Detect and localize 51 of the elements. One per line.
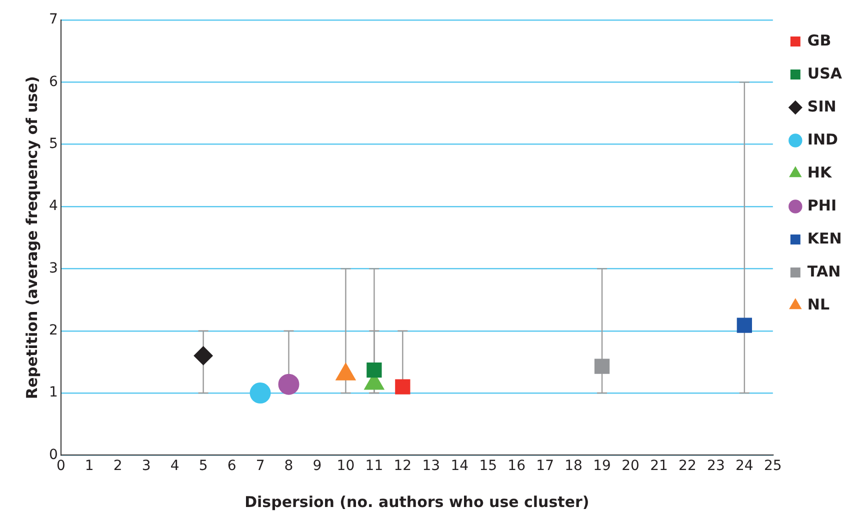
x-tick-label: 20 bbox=[622, 458, 640, 474]
point bbox=[250, 382, 271, 404]
x-tick-label: 6 bbox=[227, 458, 236, 474]
y-tick-label: 2 bbox=[48, 322, 58, 338]
x-tick-label: 9 bbox=[312, 458, 322, 474]
legend-label: KEN bbox=[807, 229, 842, 248]
x-tick-label: 25 bbox=[764, 458, 782, 474]
y-tick-label: 4 bbox=[48, 198, 58, 214]
point bbox=[594, 358, 610, 374]
x-tick-label: 5 bbox=[198, 458, 208, 474]
x-tick-label: 1 bbox=[84, 458, 94, 474]
point bbox=[366, 362, 382, 378]
legend-label: TAN bbox=[807, 262, 841, 280]
legend-label: PHI bbox=[807, 196, 837, 214]
x-tick-label: 23 bbox=[707, 458, 725, 474]
x-tick-label: 18 bbox=[564, 458, 582, 474]
y-tick-label: 5 bbox=[48, 136, 58, 152]
y-axis-title: Repetition (average frequency of use) bbox=[22, 76, 41, 400]
x-tick-label: 19 bbox=[593, 458, 611, 474]
x-tick-label: 17 bbox=[536, 458, 554, 474]
x-tick-label: 16 bbox=[508, 458, 526, 474]
y-tick-label: 0 bbox=[48, 446, 58, 463]
x-tick-label: 2 bbox=[113, 458, 122, 474]
point bbox=[278, 374, 300, 395]
x-tick-label: 8 bbox=[284, 458, 294, 474]
legend-label: NL bbox=[807, 295, 830, 314]
legend-label: SIN bbox=[807, 97, 836, 116]
legend-label: USA bbox=[807, 64, 842, 82]
x-tick-label: 12 bbox=[394, 458, 412, 474]
y-tick-label: 1 bbox=[48, 384, 58, 401]
x-tick-label: 11 bbox=[365, 458, 384, 474]
x-tick-label: 22 bbox=[678, 458, 696, 474]
point bbox=[194, 346, 213, 366]
x-tick-label: 4 bbox=[170, 458, 180, 474]
legend-label: HK bbox=[807, 163, 833, 182]
point bbox=[395, 379, 410, 394]
legend-label: GB bbox=[807, 31, 832, 50]
y-tick-label: 3 bbox=[48, 260, 58, 276]
x-tick-label: 10 bbox=[336, 458, 355, 474]
x-axis-title: Dispersion (no. authors who use cluster) bbox=[244, 492, 590, 511]
x-tick-label: 7 bbox=[256, 458, 265, 474]
x-tick-label: 13 bbox=[422, 458, 440, 474]
point bbox=[736, 318, 752, 333]
x-tick-label: 21 bbox=[650, 458, 668, 474]
x-tick-label: 14 bbox=[450, 458, 469, 474]
x-tick-label: 3 bbox=[142, 458, 151, 474]
y-tick-label: 7 bbox=[48, 12, 58, 28]
x-tick-label: 15 bbox=[479, 458, 498, 474]
x-tick-label: 24 bbox=[736, 458, 754, 474]
y-tick-label: 6 bbox=[48, 74, 58, 90]
legend-label: IND bbox=[807, 130, 838, 148]
